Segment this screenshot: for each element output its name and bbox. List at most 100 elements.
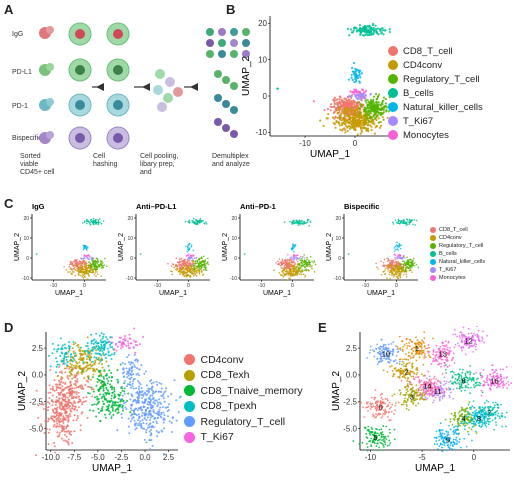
point-natural_killer_cells [397, 245, 399, 247]
point-cd4conv [70, 402, 73, 405]
panel-c-y-tick-label: -10 [230, 276, 237, 282]
point-regulatory_t_cell [175, 419, 178, 422]
point-cd4conv [74, 269, 77, 271]
point-cluster-0 [389, 419, 392, 422]
point-regulatory_t_cell [163, 391, 166, 394]
legend-swatch [184, 416, 195, 428]
point-cluster-2 [422, 374, 425, 377]
point-regulatory_t_cell [136, 399, 139, 402]
point-cd4conv [366, 124, 370, 127]
point-cluster-5 [393, 428, 396, 431]
point-b_cells [399, 221, 402, 224]
point-regulatory_t_cell [135, 387, 138, 390]
point-cd4conv [288, 271, 291, 273]
point-cluster-1 [414, 342, 416, 345]
point-b_cells [188, 219, 191, 222]
point-regulatory_t_cell [120, 398, 123, 401]
point-natural_killer_cells [192, 249, 195, 252]
point-cd4conv [69, 415, 72, 418]
point-t_ki67 [111, 336, 114, 339]
point-regulatory_t_cell [147, 397, 150, 400]
point-cluster-2 [405, 358, 408, 361]
point-cd8_tpexh [71, 360, 74, 363]
point-cd4conv [69, 271, 71, 273]
point-regulatory_t_cell [144, 414, 147, 417]
point-cd8_t_cell [383, 258, 386, 261]
point-cd4conv [294, 266, 297, 268]
point-b_cells [372, 31, 375, 34]
legend-swatch [388, 130, 398, 140]
point-cd8_t_cell [288, 267, 290, 269]
point-cd4conv [76, 378, 79, 381]
legend-label: CD4conv [403, 59, 443, 71]
point-cd8_t_cell [312, 100, 315, 103]
point-cd4conv [69, 405, 72, 408]
point-regulatory_t_cell [194, 263, 196, 265]
point-cd4conv [63, 418, 66, 421]
point-cd8_tpexh [111, 346, 114, 349]
point-cd4conv [285, 273, 287, 275]
point-natural_killer_cells [189, 247, 191, 249]
point-cd4conv [370, 125, 373, 128]
legend-label: Regulatory_T_cell [200, 415, 286, 428]
point-cd4conv [375, 118, 378, 122]
point-t_ki67 [90, 256, 93, 259]
point-regulatory_t_cell [136, 396, 139, 399]
point-cd8_tnaive_memory [108, 401, 111, 404]
point-cd8_tnaive_memory [105, 388, 108, 391]
point-regulatory_t_cell [400, 263, 402, 266]
point-cd4conv [290, 270, 292, 273]
point-natural_killer_cells [187, 248, 189, 250]
point-regulatory_t_cell [150, 388, 153, 391]
point-cd8_t_cell [172, 264, 175, 266]
point-cd4conv [346, 119, 349, 122]
point-cd4conv [187, 274, 189, 277]
point-regulatory_t_cell [301, 269, 304, 272]
point-regulatory_t_cell [190, 265, 193, 267]
point-regulatory_t_cell [376, 95, 380, 99]
point-regulatory_t_cell [302, 265, 304, 267]
point-regulatory_t_cell [139, 420, 142, 423]
point-regulatory_t_cell [135, 414, 138, 417]
point-cluster-2 [408, 372, 410, 374]
point-cd4conv [393, 279, 395, 281]
point-cd4conv [68, 394, 71, 397]
point-cluster-4 [458, 412, 460, 414]
point-natural_killer_cells [190, 246, 193, 248]
point-cd8_texh [87, 375, 90, 378]
panel-e-x-axis-label: UMAP_1 [415, 463, 455, 474]
point-cluster-2 [401, 372, 404, 375]
point-regulatory_t_cell [412, 261, 414, 263]
point-cd4conv [355, 123, 358, 126]
point-b_cells [374, 24, 377, 27]
point-cd4conv [51, 385, 54, 388]
point-cluster-4 [457, 418, 460, 421]
point-cd8_tpexh [97, 358, 100, 361]
legend-item: CD4conv [388, 58, 483, 72]
point-cluster-0 [375, 413, 377, 415]
point-regulatory_t_cell [179, 395, 182, 398]
point-regulatory_t_cell [300, 264, 303, 267]
point-regulatory_t_cell [131, 369, 134, 372]
outlier-point [35, 253, 38, 255]
point-cd4conv [197, 268, 199, 270]
point-cd4conv [182, 270, 185, 273]
point-b_cells [301, 222, 304, 225]
point-regulatory_t_cell [196, 261, 199, 263]
point-cd4conv [189, 271, 192, 273]
point-cluster-3 [405, 391, 408, 394]
point-cd8_tpexh [69, 359, 72, 362]
point-cd4conv [56, 406, 59, 409]
point-cd8_tnaive_memory [94, 396, 97, 399]
point-regulatory_t_cell [145, 418, 148, 421]
legend-swatch [388, 88, 398, 98]
point-regulatory_t_cell [120, 385, 123, 388]
legend-item: CD8_Tpexh [184, 399, 303, 415]
point-cd4conv [62, 398, 65, 401]
point-regulatory_t_cell [150, 382, 153, 385]
point-cd8_tpexh [91, 349, 94, 352]
point-cluster-4 [462, 409, 465, 412]
point-cd8_tnaive_memory [105, 398, 108, 401]
point-cd4conv [95, 275, 97, 277]
step-label-demux: Demultiplex and analyze [212, 153, 250, 168]
